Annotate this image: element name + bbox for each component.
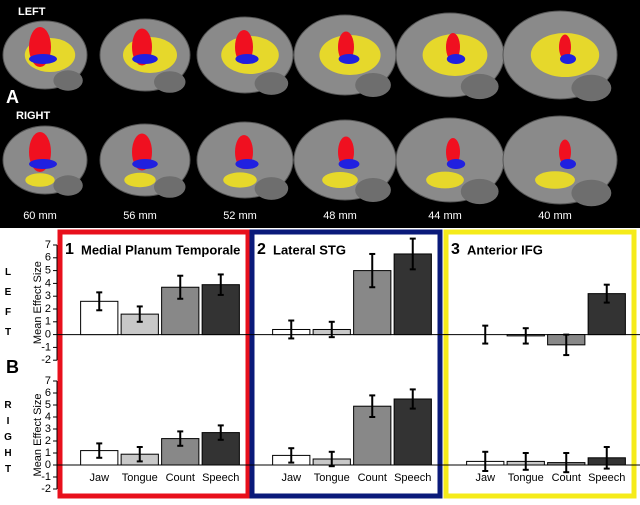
y-tick-label: 2 bbox=[45, 435, 51, 447]
cerebellum bbox=[154, 176, 186, 198]
slice-label: 60 mm bbox=[23, 210, 57, 222]
x-tick-label: Count bbox=[552, 472, 581, 484]
slice-label: 48 mm bbox=[323, 210, 357, 222]
y-tick-label: 5 bbox=[45, 399, 51, 411]
cerebellum bbox=[154, 71, 186, 93]
y-tick-label: 3 bbox=[45, 423, 51, 435]
activation-blue bbox=[338, 159, 360, 169]
x-tick-label: Count bbox=[358, 472, 387, 484]
x-tick-label: Tongue bbox=[122, 472, 158, 484]
cerebellum bbox=[355, 178, 391, 202]
y-tick-label: 2 bbox=[45, 303, 51, 315]
activation-blue bbox=[338, 54, 360, 64]
cerebellum bbox=[571, 74, 612, 102]
panel-number: 2 bbox=[257, 241, 266, 258]
activation-yellow bbox=[124, 172, 156, 188]
x-tick-label: Speech bbox=[394, 472, 431, 484]
activation-blue bbox=[235, 159, 259, 169]
activation-blue bbox=[132, 54, 158, 64]
y-tick-label: -2 bbox=[41, 354, 51, 366]
bar bbox=[393, 398, 432, 466]
y-tick-label: 6 bbox=[45, 252, 51, 264]
bar bbox=[201, 284, 240, 336]
cerebellum bbox=[355, 73, 391, 97]
cerebellum bbox=[571, 179, 612, 207]
y-tick-label: 7 bbox=[45, 239, 51, 251]
activation-blue bbox=[132, 159, 158, 169]
x-tick-label: Tongue bbox=[314, 472, 350, 484]
panel-frame bbox=[443, 229, 637, 499]
cerebellum bbox=[254, 72, 289, 95]
activation-yellow bbox=[223, 172, 257, 188]
panel-label: A bbox=[6, 87, 19, 107]
x-tick-label: Jaw bbox=[475, 472, 495, 484]
y-tick-label: 5 bbox=[45, 265, 51, 277]
y-tick-label: 4 bbox=[45, 277, 51, 289]
panel-number: 1 bbox=[65, 241, 74, 258]
y-tick-label: -1 bbox=[41, 471, 51, 483]
activation-blue bbox=[446, 159, 466, 169]
y-axis-label: Mean Effect Size bbox=[32, 261, 44, 344]
x-tick-label: Jaw bbox=[89, 472, 109, 484]
y-tick-label: 6 bbox=[45, 387, 51, 399]
activation-blue bbox=[29, 54, 57, 64]
slice-label: 44 mm bbox=[428, 210, 462, 222]
cerebellum bbox=[460, 178, 499, 205]
slice-label: 52 mm bbox=[223, 210, 257, 222]
bar bbox=[393, 253, 432, 336]
y-tick-label: -1 bbox=[41, 341, 51, 353]
y-tick-label: 7 bbox=[45, 375, 51, 387]
panel-frame bbox=[249, 229, 443, 499]
slice-label: 56 mm bbox=[123, 210, 157, 222]
panel-frame bbox=[57, 229, 251, 499]
activation-yellow bbox=[426, 171, 464, 189]
x-tick-label: Tongue bbox=[508, 472, 544, 484]
activation-red bbox=[446, 33, 460, 61]
y-tick-label: 0 bbox=[45, 329, 51, 341]
y-tick-label: 4 bbox=[45, 411, 51, 423]
activation-blue bbox=[560, 159, 576, 169]
x-tick-label: Count bbox=[166, 472, 195, 484]
panel-title: Medial Planum Temporale bbox=[81, 242, 240, 257]
y-tick-label: -2 bbox=[41, 483, 51, 495]
row-label: RIGHT bbox=[16, 110, 51, 122]
activation-red bbox=[446, 138, 460, 166]
cerebellum bbox=[460, 73, 499, 100]
activation-yellow bbox=[25, 173, 55, 187]
activation-yellow bbox=[322, 172, 358, 188]
y-tick-label: 1 bbox=[45, 447, 51, 459]
cerebellum bbox=[254, 177, 289, 200]
activation-red bbox=[559, 34, 571, 60]
panel-label: B bbox=[6, 357, 19, 377]
activation-red bbox=[559, 139, 571, 165]
activation-blue bbox=[560, 54, 576, 64]
x-tick-label: Speech bbox=[588, 472, 625, 484]
activation-blue bbox=[235, 54, 259, 64]
y-tick-label: 1 bbox=[45, 316, 51, 328]
brain-images bbox=[2, 10, 618, 207]
cerebellum bbox=[53, 175, 83, 196]
activation-blue bbox=[29, 159, 57, 169]
y-axis-label: Mean Effect Size bbox=[32, 394, 44, 477]
y-tick-label: 0 bbox=[45, 459, 51, 471]
row-label: LEFT bbox=[18, 6, 46, 18]
x-tick-label: Speech bbox=[202, 472, 239, 484]
panel-number: 3 bbox=[451, 241, 460, 258]
x-tick-label: Jaw bbox=[281, 472, 301, 484]
activation-yellow bbox=[535, 171, 575, 189]
panel-title: Anterior IFG bbox=[467, 242, 543, 257]
cerebellum bbox=[53, 70, 83, 91]
activation-blue bbox=[446, 54, 466, 64]
panel-title: Lateral STG bbox=[273, 242, 346, 257]
slice-label: 40 mm bbox=[538, 210, 572, 222]
y-tick-label: 3 bbox=[45, 290, 51, 302]
